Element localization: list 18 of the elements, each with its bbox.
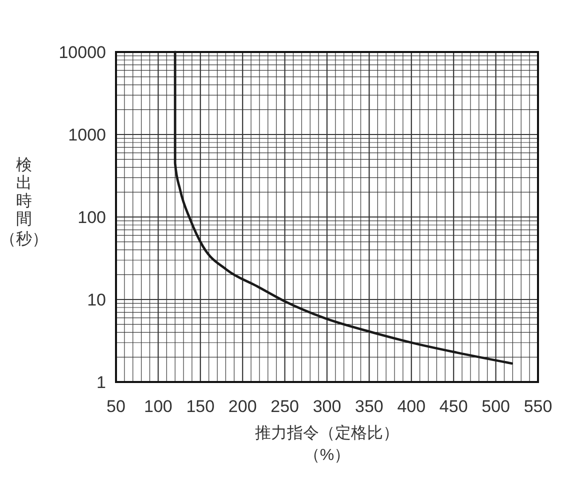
- x-tick-label: 200: [228, 397, 257, 416]
- x-tick-label: 500: [482, 397, 510, 416]
- y-tick-label: 100: [78, 208, 106, 227]
- y-tick-label: 1000: [68, 126, 106, 144]
- x-tick-label: 150: [186, 397, 215, 416]
- x-tick-label: 450: [439, 397, 468, 416]
- x-axis-title: 推力指令（定格比）（%）: [255, 424, 399, 464]
- x-tick-label: 100: [144, 397, 172, 416]
- y-axis-title: 検出時間（秒）: [0, 156, 48, 248]
- x-tick-label: 50: [106, 397, 126, 416]
- x-tick-label: 300: [312, 397, 342, 416]
- y-tick-label: 10: [87, 290, 106, 310]
- y-tick-label: 1: [96, 373, 106, 392]
- y-tick-label: 10000: [58, 43, 106, 62]
- x-tick-label: 400: [397, 397, 426, 416]
- x-tick-label: 250: [270, 397, 299, 416]
- x-tick-label: 350: [355, 397, 384, 416]
- x-tick-label: 550: [524, 397, 552, 416]
